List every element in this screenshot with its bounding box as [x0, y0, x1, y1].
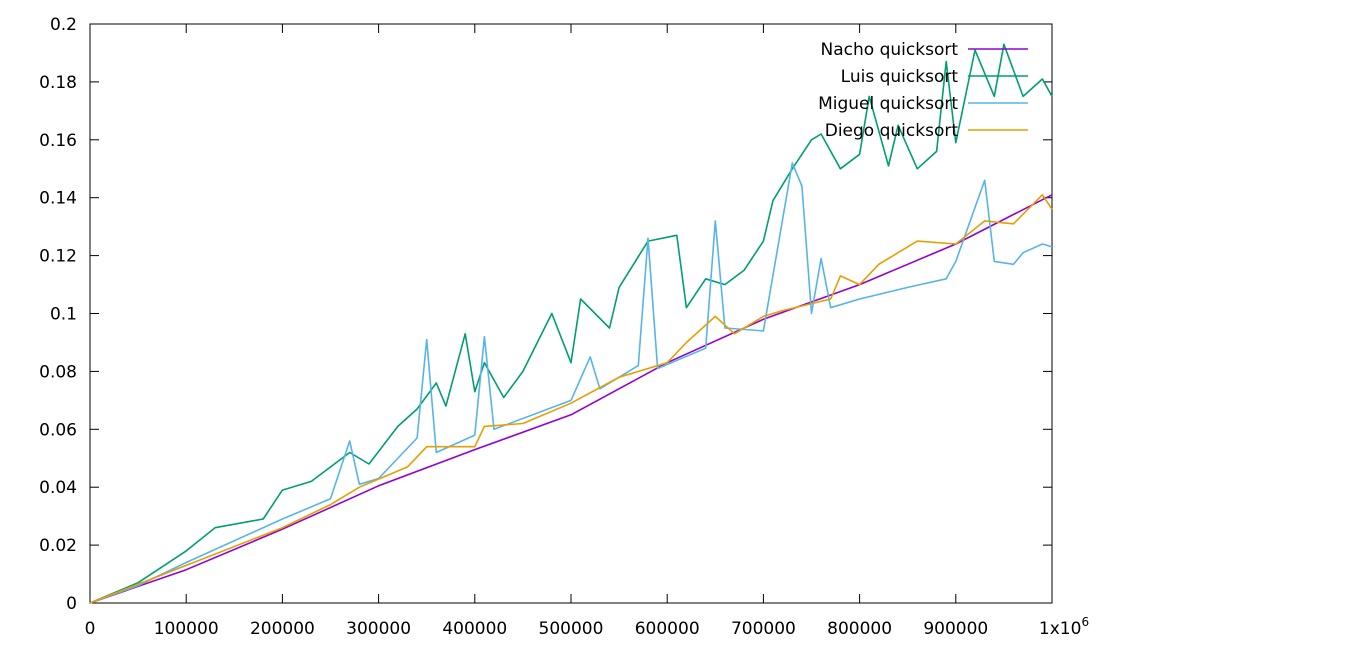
legend-label: Miguel quicksort	[818, 94, 958, 114]
y-tick-label: 0.16	[39, 131, 77, 151]
x-tick-label-text: 900000	[923, 619, 988, 639]
x-axis: 0 100000 200000 300000 400000 500000 600000 700…	[85, 24, 1089, 639]
y-tick-label: 0.06	[39, 420, 77, 440]
x-tick-label: 800000	[827, 619, 892, 639]
x-tick-label-text: 0	[85, 619, 96, 639]
x-tick-label-text: 1x10	[1039, 619, 1082, 639]
y-tick-label: 0.08	[39, 362, 77, 382]
y-tick-label: 0.14	[39, 189, 77, 209]
x-tick-label-text: 200000	[250, 619, 315, 639]
x-tick-label: 900000	[923, 619, 988, 639]
x-tick-label-text: 800000	[827, 619, 892, 639]
y-tick-label: 0.2	[50, 15, 77, 35]
x-tick-label: 700000	[731, 619, 796, 639]
y-tick-label: 0.04	[39, 478, 77, 498]
series-lines	[89, 43, 1053, 604]
y-tick-label: 0	[66, 594, 77, 614]
series-line-diego-quicksort	[89, 194, 1053, 604]
x-tick-label: 0	[85, 619, 96, 639]
legend-label: Nacho quicksort	[821, 40, 959, 60]
y-tick-label: 0.18	[39, 73, 77, 93]
x-tick-label-text: 300000	[346, 619, 411, 639]
x-tick-label-text: 600000	[635, 619, 700, 639]
legend-label: Diego quicksort	[825, 121, 959, 141]
x-tick-label: 500000	[539, 619, 604, 639]
x-tick-label: 200000	[250, 619, 315, 639]
series-line-miguel-quicksort	[89, 162, 1053, 604]
series-line-luis-quicksort	[89, 43, 1053, 604]
x-tick-label: 100000	[154, 619, 219, 639]
series-line-nacho-quicksort	[89, 194, 1053, 604]
x-tick-label: 1x106	[1039, 615, 1089, 639]
x-tick-label: 400000	[442, 619, 507, 639]
y-axis: 0 0.02 0.04 0.06 0.08 0.1 0.12 0.14 0.16 0.18 0.2	[39, 15, 1052, 614]
x-tick-label-text: 400000	[442, 619, 507, 639]
legend: Nacho quicksort Luis quicksort Miguel quic…	[818, 40, 1028, 141]
legend-label: Luis quicksort	[841, 67, 959, 87]
x-tick-label-text: 500000	[539, 619, 604, 639]
x-tick-label-text: 100000	[154, 619, 219, 639]
y-tick-label: 0.02	[39, 536, 77, 556]
x-tick-exponent: 6	[1081, 615, 1089, 629]
x-tick-label: 600000	[635, 619, 700, 639]
x-tick-label: 300000	[346, 619, 411, 639]
y-tick-label: 0.1	[50, 305, 77, 325]
x-tick-label-text: 700000	[731, 619, 796, 639]
y-tick-label: 0.12	[39, 247, 77, 267]
